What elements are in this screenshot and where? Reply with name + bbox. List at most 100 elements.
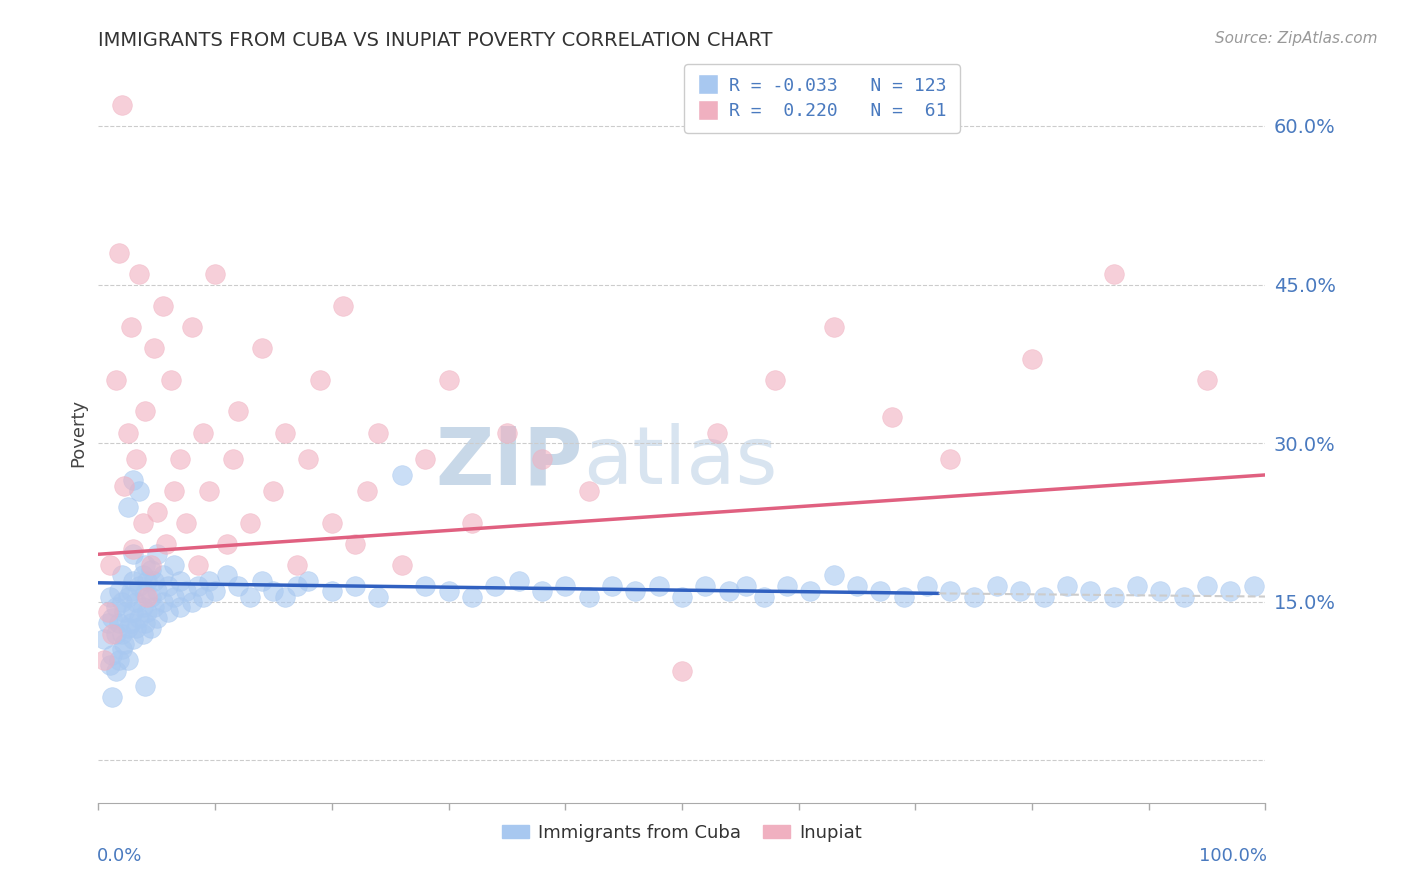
Point	[120, 584, 142, 599]
Point	[93, 632, 115, 646]
Point	[134, 404, 156, 418]
Text: 0.0%: 0.0%	[97, 847, 142, 865]
Point	[297, 452, 319, 467]
Point	[437, 584, 460, 599]
Point	[823, 319, 845, 334]
Point	[122, 473, 145, 487]
Point	[157, 606, 180, 620]
Text: Source: ZipAtlas.com: Source: ZipAtlas.com	[1215, 31, 1378, 46]
Point	[134, 558, 156, 572]
Point	[221, 452, 243, 467]
Point	[111, 626, 134, 640]
Point	[1149, 584, 1171, 599]
Point	[578, 483, 600, 498]
Point	[139, 558, 162, 572]
Point	[367, 425, 389, 440]
Point	[1032, 590, 1054, 604]
Point	[262, 483, 284, 498]
Point	[647, 579, 669, 593]
Point	[554, 579, 576, 593]
Point	[108, 653, 131, 667]
Point	[101, 626, 124, 640]
Point	[169, 452, 191, 467]
Point	[962, 590, 984, 604]
Point	[111, 642, 134, 657]
Point	[174, 584, 197, 599]
Point	[146, 584, 169, 599]
Point	[117, 590, 139, 604]
Point	[1102, 267, 1125, 281]
Point	[239, 590, 262, 604]
Point	[104, 600, 127, 615]
Point	[128, 579, 150, 593]
Point	[198, 483, 221, 498]
Point	[128, 483, 150, 498]
Point	[204, 584, 226, 599]
Point	[508, 574, 530, 588]
Point	[274, 425, 297, 440]
Point	[578, 590, 600, 604]
Point	[122, 547, 145, 561]
Point	[846, 579, 869, 593]
Text: 100.0%: 100.0%	[1198, 847, 1267, 865]
Legend: Immigrants from Cuba, Inupiat: Immigrants from Cuba, Inupiat	[495, 817, 869, 849]
Point	[274, 590, 297, 604]
Point	[134, 586, 156, 600]
Point	[108, 584, 131, 599]
Point	[98, 590, 121, 604]
Point	[869, 584, 891, 599]
Point	[122, 606, 145, 620]
Point	[139, 590, 162, 604]
Point	[187, 579, 209, 593]
Point	[880, 409, 903, 424]
Point	[1102, 590, 1125, 604]
Point	[159, 373, 181, 387]
Point	[671, 664, 693, 678]
Point	[93, 653, 115, 667]
Point	[344, 537, 367, 551]
Point	[215, 537, 238, 551]
Point	[706, 425, 728, 440]
Point	[169, 600, 191, 615]
Point	[112, 478, 135, 492]
Point	[461, 516, 484, 530]
Point	[496, 425, 519, 440]
Point	[735, 579, 758, 593]
Point	[163, 590, 186, 604]
Point	[1021, 351, 1043, 366]
Point	[695, 579, 717, 593]
Point	[530, 584, 553, 599]
Point	[484, 579, 506, 593]
Point	[146, 547, 169, 561]
Point	[134, 680, 156, 694]
Point	[204, 267, 226, 281]
Point	[285, 558, 308, 572]
Point	[120, 615, 142, 630]
Point	[97, 615, 120, 630]
Point	[108, 615, 131, 630]
Point	[111, 568, 134, 582]
Point	[1243, 579, 1265, 593]
Point	[117, 653, 139, 667]
Point	[530, 452, 553, 467]
Point	[112, 637, 135, 651]
Point	[122, 574, 145, 588]
Point	[180, 319, 202, 334]
Point	[111, 97, 134, 112]
Point	[198, 574, 221, 588]
Point	[461, 590, 484, 604]
Point	[600, 579, 623, 593]
Point	[136, 590, 159, 604]
Point	[763, 373, 786, 387]
Point	[799, 584, 821, 599]
Point	[101, 690, 124, 704]
Point	[1080, 584, 1102, 599]
Point	[157, 579, 180, 593]
Point	[1056, 579, 1078, 593]
Point	[169, 574, 191, 588]
Point	[112, 606, 135, 620]
Point	[391, 558, 413, 572]
Point	[174, 516, 197, 530]
Point	[309, 373, 332, 387]
Point	[717, 584, 740, 599]
